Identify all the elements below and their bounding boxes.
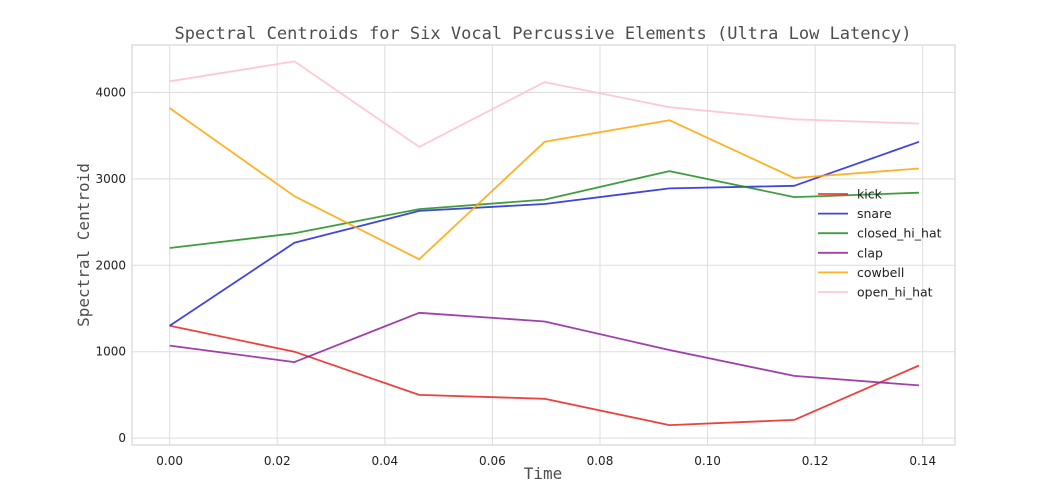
series-line-open-hi-hat	[169, 60, 920, 148]
series-line-kick	[169, 324, 920, 427]
tick-labels: 0.00 0.02 0.04 0.06 0.08 0.10 0.12 0.14 0 1000 200…	[95, 86, 936, 468]
x-tick-label: 0.00	[156, 454, 183, 468]
x-tick-label: 0.06	[479, 454, 506, 468]
y-axis-label: Spectral Centroid	[74, 163, 93, 327]
chart-title: Spectral Centroids for Six Vocal Percuss…	[175, 24, 912, 44]
legend-label-kick: kick	[857, 187, 883, 202]
series-line-snare	[169, 140, 920, 327]
legend-label-clap: clap	[857, 245, 883, 260]
y-tick-label: 4000	[95, 86, 126, 100]
legend-label-snare: snare	[857, 206, 892, 221]
y-tick-label: 3000	[95, 172, 126, 186]
series-line-clap	[169, 311, 920, 387]
x-tick-label: 0.12	[802, 454, 829, 468]
series-lines	[169, 60, 920, 427]
x-tick-label: 0.14	[909, 454, 936, 468]
x-tick-label: 0.10	[694, 454, 721, 468]
plot-area	[131, 44, 956, 446]
legend-label-closed-hi-hat: closed_hi_hat	[857, 226, 942, 241]
x-tick-label: 0.04	[371, 454, 398, 468]
x-tick-label: 0.08	[587, 454, 614, 468]
y-tick-label: 1000	[95, 345, 126, 359]
y-tick-label: 2000	[95, 258, 126, 272]
legend-label-cowbell: cowbell	[857, 265, 904, 280]
x-tick-label: 0.02	[264, 454, 291, 468]
series-line-cowbell	[169, 107, 920, 261]
legend-label-open-hi-hat: open_hi_hat	[857, 285, 933, 300]
series-line-closed-hi-hat	[169, 170, 920, 249]
x-axis-label: Time	[524, 464, 563, 483]
y-tick-label: 0	[118, 431, 126, 445]
